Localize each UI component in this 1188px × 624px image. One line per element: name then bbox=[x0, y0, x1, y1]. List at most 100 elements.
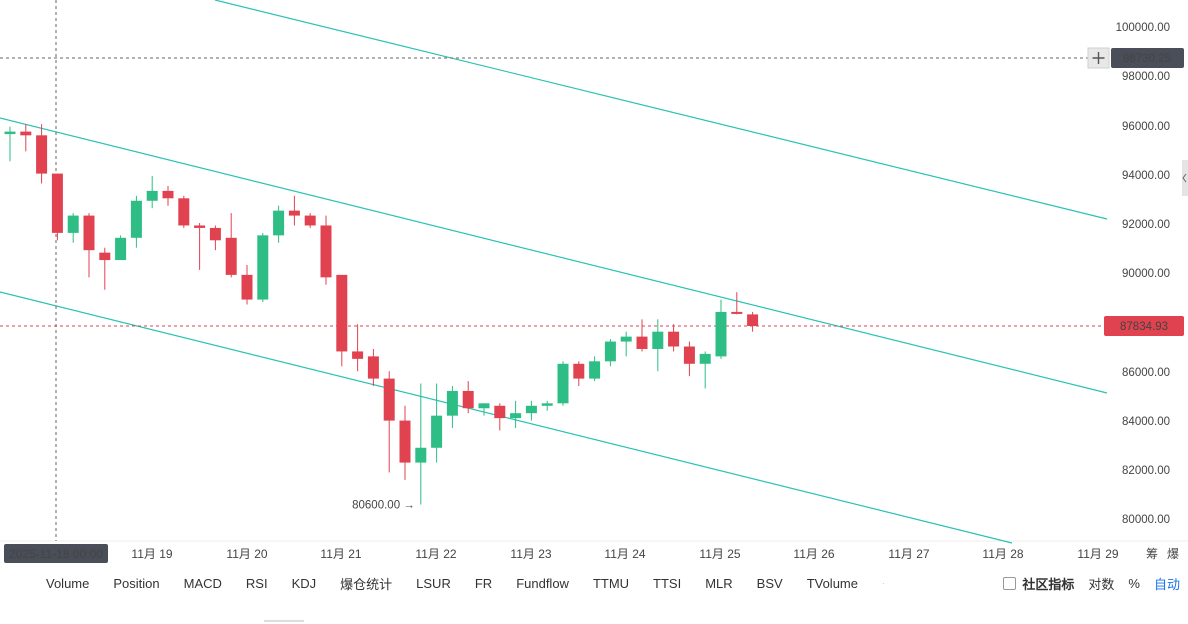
candle-body bbox=[557, 363, 569, 404]
indicator-toolbar: Volume Position MACD RSI KDJ 爆仓统计 LSUR F… bbox=[0, 568, 1188, 599]
candle-body bbox=[146, 190, 158, 201]
candle-body bbox=[731, 311, 743, 314]
indicator-position[interactable]: Position bbox=[113, 576, 160, 591]
chevron-left-icon bbox=[1182, 173, 1187, 183]
crosshair-date-label: 2025-11-18 00:00 bbox=[9, 547, 103, 561]
candle-body bbox=[288, 210, 300, 216]
candlestick-chart[interactable]: 80600.00 → 100000.00 98000.00 96000.00 94000… bbox=[0, 0, 1188, 568]
candle-body bbox=[304, 215, 316, 226]
x-axis-tick: 11月 21 bbox=[320, 547, 361, 561]
x-axis-tick: 11月 20 bbox=[226, 547, 267, 561]
plus-icon bbox=[1092, 52, 1105, 64]
candle-body bbox=[241, 274, 253, 300]
candle-body bbox=[162, 190, 174, 199]
candle-body bbox=[573, 363, 585, 379]
toolbar-dot: · bbox=[882, 579, 885, 588]
community-indicators-button[interactable]: 社区指标 bbox=[1003, 574, 1074, 593]
indicator-liquidation-stats[interactable]: 爆仓统计 bbox=[340, 577, 393, 592]
x-axis-tick: 11月 24 bbox=[604, 547, 645, 561]
channel-middle-line bbox=[0, 117, 1108, 394]
candle-body bbox=[494, 405, 506, 419]
candle-body bbox=[257, 235, 269, 300]
y-axis-tick: 90000.00 bbox=[1122, 268, 1170, 280]
chart-canvas[interactable]: 80600.00 → 100000.00 98000.00 96000.00 94000… bbox=[0, 0, 1188, 568]
candle-body bbox=[462, 390, 474, 409]
indicator-macd[interactable]: MACD bbox=[183, 576, 222, 591]
x-axis-tick: 11月 22 bbox=[415, 547, 456, 561]
candle-body bbox=[636, 336, 648, 349]
x-axis-tick: 11月 29 bbox=[1077, 547, 1118, 561]
candle-body bbox=[367, 356, 379, 379]
candle-body bbox=[431, 415, 443, 448]
candle-body bbox=[20, 131, 32, 136]
axis-liq-label: 爆 bbox=[1167, 547, 1179, 561]
candle-body bbox=[336, 274, 348, 352]
candle-body bbox=[604, 341, 616, 362]
crosshair-price-box bbox=[1111, 48, 1184, 68]
side-panel-tab bbox=[1182, 160, 1188, 196]
y-axis-tick: 94000.00 bbox=[1122, 170, 1170, 182]
candle-body bbox=[668, 331, 680, 347]
y-axis-tick: 84000.00 bbox=[1122, 416, 1170, 428]
candle-body bbox=[683, 346, 695, 364]
candle-body bbox=[36, 135, 48, 174]
candle-body bbox=[589, 361, 601, 379]
candle-body bbox=[352, 351, 364, 359]
percent-scale-toggle[interactable]: % bbox=[1128, 576, 1140, 591]
indicator-lsur[interactable]: LSUR bbox=[416, 576, 451, 591]
y-axis-tick: 92000.00 bbox=[1122, 219, 1170, 231]
candle-body bbox=[510, 413, 522, 419]
y-axis-tick: 82000.00 bbox=[1122, 465, 1170, 477]
axis-chip-label: 筹 bbox=[1146, 547, 1158, 561]
toolbar-right: 社区指标 对数 % 自动 bbox=[989, 574, 1188, 593]
x-axis-tick: 11月 19 bbox=[131, 547, 172, 561]
low-price-label: 80600.00 → bbox=[352, 500, 415, 512]
current-price-label: 87834.93 bbox=[1120, 321, 1168, 333]
candle-body bbox=[273, 210, 285, 236]
y-axis-tick: 96000.00 bbox=[1122, 121, 1170, 133]
candle-body bbox=[620, 336, 632, 342]
channel-lower-line bbox=[0, 291, 1013, 544]
indicator-fundflow[interactable]: Fundflow bbox=[516, 576, 569, 591]
candle-body bbox=[99, 252, 111, 261]
candle-body bbox=[525, 405, 537, 414]
x-axis-tick: 11月 27 bbox=[888, 547, 929, 561]
crosshair-date-box bbox=[4, 544, 108, 563]
candle-body bbox=[383, 378, 395, 421]
candle-body bbox=[83, 215, 95, 251]
indicator-bsv[interactable]: BSV bbox=[756, 576, 783, 591]
x-axis-tick: 11月 25 bbox=[699, 547, 740, 561]
candle-body bbox=[699, 353, 711, 364]
auto-scale-toggle[interactable]: 自动 bbox=[1153, 577, 1180, 592]
candle-body bbox=[115, 237, 127, 261]
candle-body bbox=[4, 131, 16, 135]
indicator-volume[interactable]: Volume bbox=[46, 576, 90, 591]
candle-body bbox=[225, 237, 237, 275]
candle-body bbox=[715, 311, 727, 357]
candle-body bbox=[652, 331, 664, 349]
log-scale-toggle[interactable]: 对数 bbox=[1088, 577, 1115, 592]
candle-body bbox=[446, 390, 458, 416]
indicator-rsi[interactable]: RSI bbox=[245, 576, 268, 591]
y-axis-tick: 86000.00 bbox=[1122, 367, 1170, 379]
candle-body bbox=[320, 225, 332, 278]
indicator-tvolume[interactable]: TVolume bbox=[806, 576, 858, 591]
community-indicators-label: 社区指标 bbox=[1022, 577, 1075, 592]
indicator-ttsi[interactable]: TTSI bbox=[653, 576, 682, 591]
y-axis-tick: 80000.00 bbox=[1122, 514, 1170, 526]
indicator-mlr[interactable]: MLR bbox=[705, 576, 733, 591]
candle-body bbox=[130, 200, 142, 238]
bottom-divider bbox=[264, 620, 304, 622]
candle-body bbox=[541, 403, 553, 406]
x-axis-tick: 11月 23 bbox=[510, 547, 551, 561]
channel-upper-line bbox=[214, 0, 1108, 220]
indicator-kdj[interactable]: KDJ bbox=[291, 576, 317, 591]
candle-body bbox=[209, 227, 221, 241]
x-axis-tick: 11月 26 bbox=[793, 547, 834, 561]
candle-body bbox=[194, 225, 206, 228]
crosshair-price-label: 98730.25 bbox=[1123, 53, 1171, 65]
indicator-ttmu[interactable]: TTMU bbox=[592, 576, 630, 591]
indicator-fr[interactable]: FR bbox=[474, 576, 493, 591]
edit-icon bbox=[1003, 577, 1017, 590]
y-axis-tick: 100000.00 bbox=[1116, 22, 1170, 34]
